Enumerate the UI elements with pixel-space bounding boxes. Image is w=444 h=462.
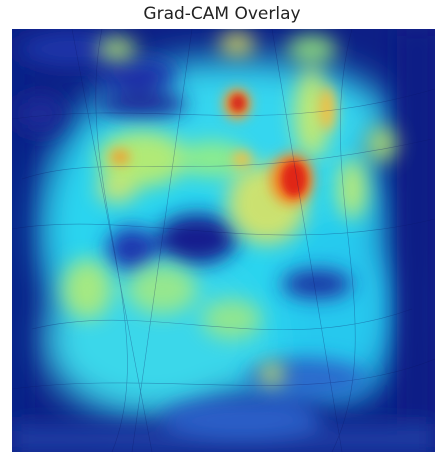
heatmap-svg	[12, 29, 435, 452]
texture-strands	[12, 29, 435, 452]
peak-activation-layer	[230, 94, 307, 197]
medium-activation-layer	[62, 32, 397, 386]
low-activation-layer	[12, 29, 435, 452]
gradcam-overlay-image	[12, 29, 435, 452]
figure-title: Grad-CAM Overlay	[143, 4, 301, 24]
